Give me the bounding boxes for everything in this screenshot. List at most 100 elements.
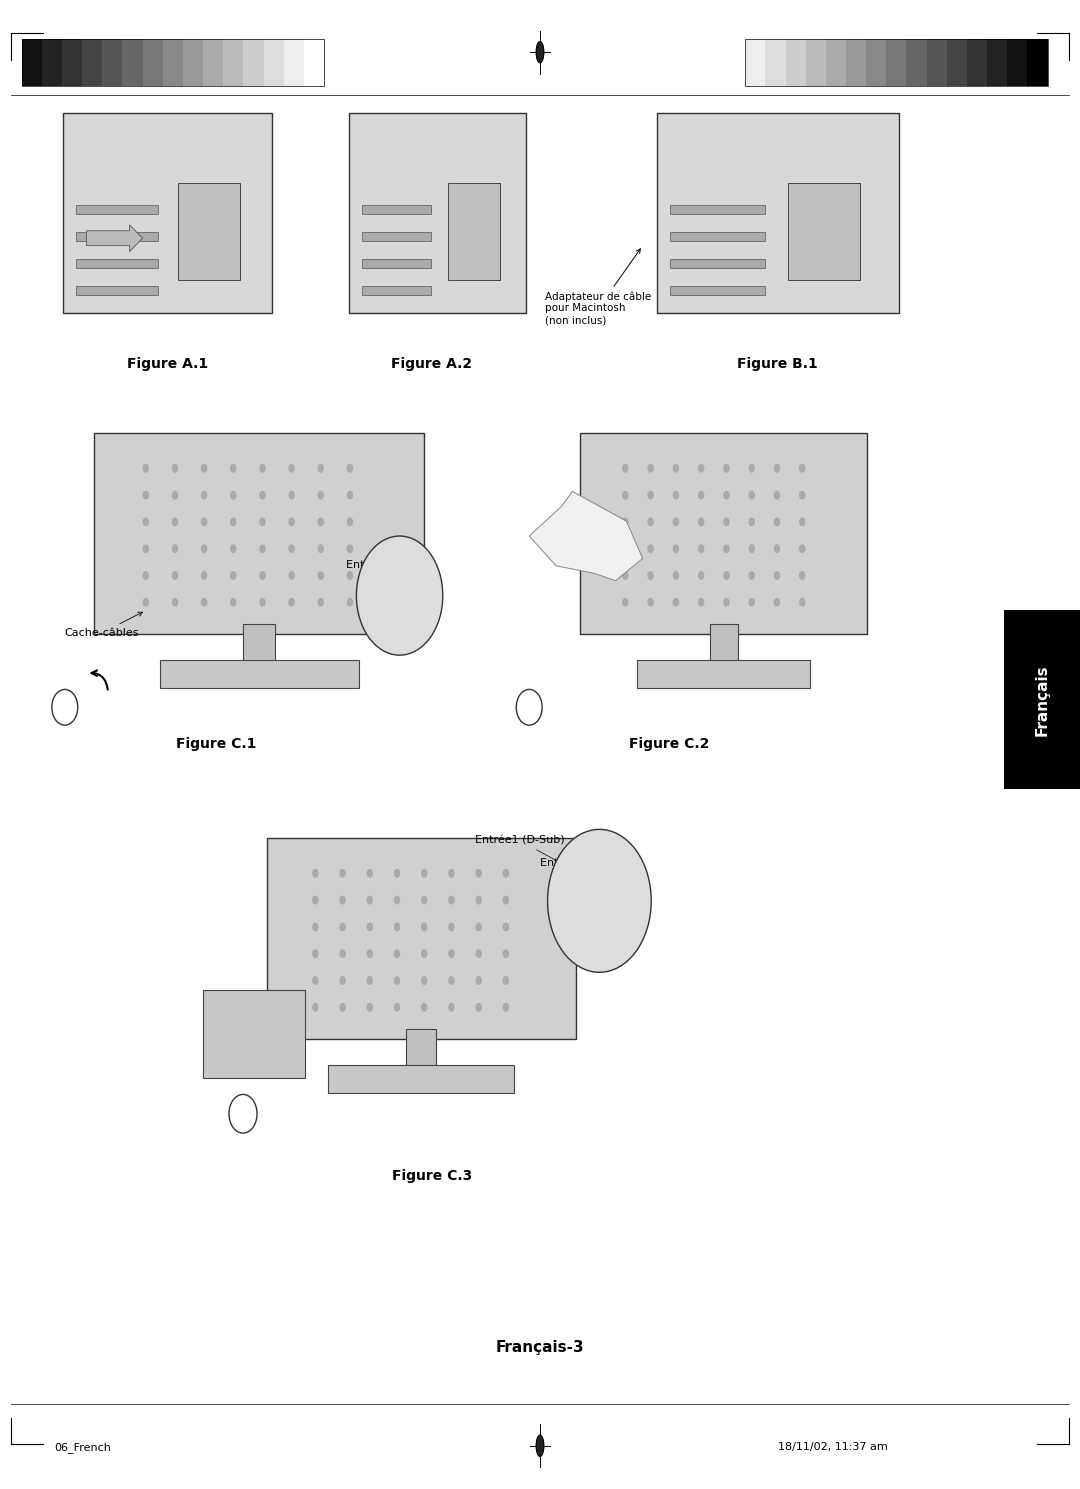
Text: Adaptateur de câble
pour Macintosh
(non inclus): Adaptateur de câble pour Macintosh (non … xyxy=(545,249,651,325)
Circle shape xyxy=(230,518,237,526)
Circle shape xyxy=(259,543,266,552)
Circle shape xyxy=(172,518,178,526)
FancyBboxPatch shape xyxy=(580,432,867,634)
FancyBboxPatch shape xyxy=(160,660,359,688)
Circle shape xyxy=(318,465,324,472)
Bar xyxy=(670,205,765,214)
Circle shape xyxy=(366,922,373,932)
Circle shape xyxy=(748,518,755,526)
Circle shape xyxy=(172,597,178,608)
Circle shape xyxy=(143,570,149,579)
Circle shape xyxy=(318,597,324,608)
Circle shape xyxy=(347,543,353,552)
Text: Figure B.1: Figure B.1 xyxy=(738,357,818,371)
Bar xyxy=(203,39,224,86)
Circle shape xyxy=(799,543,806,552)
Circle shape xyxy=(347,570,353,579)
Circle shape xyxy=(647,491,653,499)
Text: Français: Français xyxy=(1035,664,1050,736)
Circle shape xyxy=(288,543,295,552)
Circle shape xyxy=(748,491,755,499)
FancyBboxPatch shape xyxy=(267,837,576,1039)
Circle shape xyxy=(448,868,455,877)
Circle shape xyxy=(339,868,346,877)
Circle shape xyxy=(698,543,704,552)
Text: Figure A.2: Figure A.2 xyxy=(391,357,473,371)
Bar xyxy=(264,39,284,86)
FancyBboxPatch shape xyxy=(203,990,305,1078)
Ellipse shape xyxy=(536,42,544,63)
Circle shape xyxy=(448,922,455,932)
Circle shape xyxy=(548,829,651,972)
Circle shape xyxy=(230,465,237,472)
Bar xyxy=(42,39,62,86)
Circle shape xyxy=(773,518,780,526)
Bar xyxy=(987,39,1008,86)
Circle shape xyxy=(366,950,373,959)
Bar xyxy=(670,286,765,295)
Circle shape xyxy=(201,518,207,526)
Circle shape xyxy=(748,543,755,552)
Circle shape xyxy=(312,895,319,905)
Circle shape xyxy=(673,543,679,552)
Circle shape xyxy=(339,977,346,986)
Circle shape xyxy=(312,922,319,932)
Bar xyxy=(947,39,967,86)
Text: 3: 3 xyxy=(537,1443,543,1452)
Bar xyxy=(362,205,431,214)
Circle shape xyxy=(475,868,482,877)
Circle shape xyxy=(748,597,755,608)
Bar xyxy=(362,232,431,241)
Circle shape xyxy=(201,491,207,499)
Bar xyxy=(826,39,846,86)
Circle shape xyxy=(502,977,509,986)
Circle shape xyxy=(475,895,482,905)
Circle shape xyxy=(421,895,428,905)
Circle shape xyxy=(698,491,704,499)
FancyBboxPatch shape xyxy=(349,113,526,313)
Circle shape xyxy=(394,950,401,959)
FancyBboxPatch shape xyxy=(328,1065,514,1093)
Circle shape xyxy=(259,465,266,472)
Text: 06_French: 06_French xyxy=(54,1441,111,1453)
Circle shape xyxy=(502,950,509,959)
Text: Figure C.1: Figure C.1 xyxy=(176,737,256,750)
Bar xyxy=(806,39,826,86)
Circle shape xyxy=(647,597,653,608)
Circle shape xyxy=(773,491,780,499)
Circle shape xyxy=(288,491,295,499)
Circle shape xyxy=(773,465,780,472)
Circle shape xyxy=(448,1004,455,1013)
Circle shape xyxy=(748,465,755,472)
Bar xyxy=(22,39,324,86)
Circle shape xyxy=(318,570,324,579)
Circle shape xyxy=(394,1004,401,1013)
Text: Entrée2 (DVI): Entrée2 (DVI) xyxy=(540,858,616,910)
Circle shape xyxy=(698,518,704,526)
Circle shape xyxy=(421,868,428,877)
Circle shape xyxy=(673,465,679,472)
Circle shape xyxy=(799,570,806,579)
Circle shape xyxy=(259,570,266,579)
Circle shape xyxy=(799,518,806,526)
Circle shape xyxy=(366,977,373,986)
Bar xyxy=(163,39,183,86)
Circle shape xyxy=(230,597,237,608)
Circle shape xyxy=(622,543,629,552)
Bar xyxy=(710,624,738,672)
Circle shape xyxy=(647,465,653,472)
Bar xyxy=(76,205,158,214)
Polygon shape xyxy=(529,491,643,581)
Circle shape xyxy=(394,977,401,986)
Text: 18/11/02, 11:37 am: 18/11/02, 11:37 am xyxy=(778,1443,888,1452)
Circle shape xyxy=(647,570,653,579)
Circle shape xyxy=(143,518,149,526)
Circle shape xyxy=(647,518,653,526)
Circle shape xyxy=(259,597,266,608)
Circle shape xyxy=(748,570,755,579)
Circle shape xyxy=(201,570,207,579)
Circle shape xyxy=(773,570,780,579)
Circle shape xyxy=(230,570,237,579)
Circle shape xyxy=(421,950,428,959)
Bar xyxy=(745,39,1048,86)
